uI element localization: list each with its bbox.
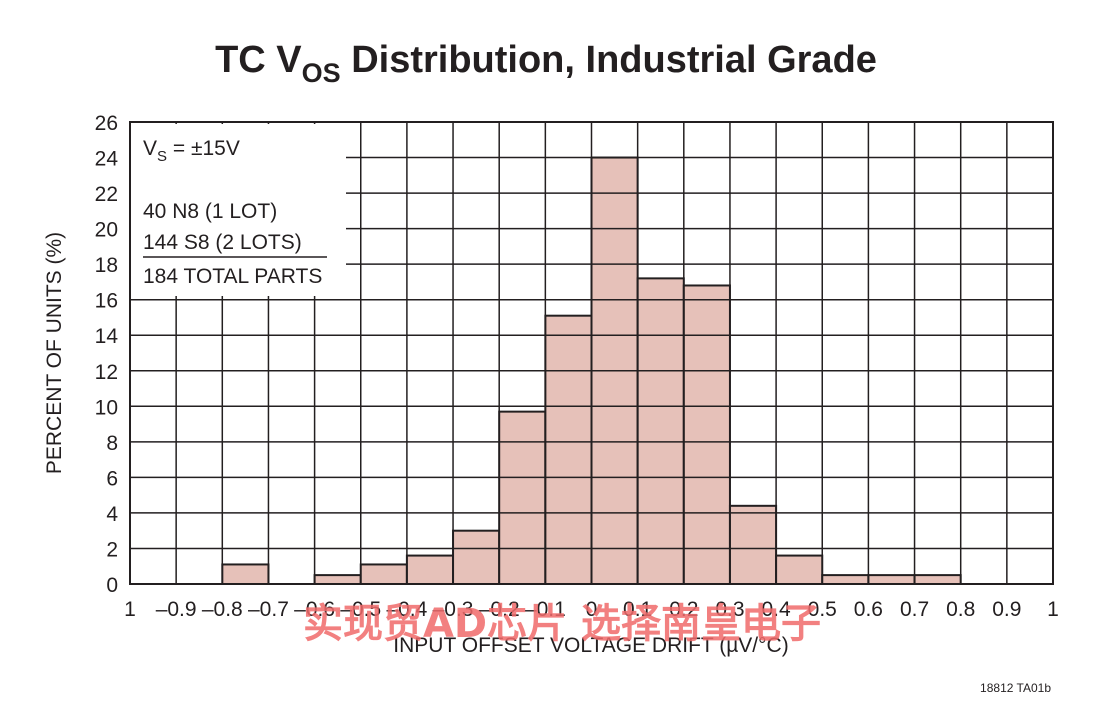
histogram-bar	[405, 554, 455, 585]
x-tick-label: –0.3	[433, 598, 474, 621]
histogram-bar	[913, 574, 962, 585]
y-tick-label: 6	[106, 467, 118, 490]
x-tick-label: –0.6	[294, 598, 335, 621]
watermark-text: 实现贸AD芯片 选择南皇电子	[303, 601, 821, 647]
histogram-bar	[682, 284, 731, 585]
x-tick-labels: 1 –0.9 –0.8 –0.7 –0.6 –0.5 –0.4 –0.3 –0.2 –0.1 0 0.…	[124, 598, 1059, 621]
y-tick-label: 18	[95, 254, 118, 277]
y-tick-label: 22	[95, 183, 118, 206]
x-tick-label: 0.4	[761, 598, 791, 621]
x-tick-label: 0.9	[992, 598, 1021, 621]
y-tick-label: 16	[95, 290, 118, 313]
histogram-bar	[544, 314, 593, 585]
x-tick-label: 1	[1047, 598, 1059, 621]
figure-code: 18812 TA01b	[980, 681, 1051, 695]
x-tick-label: –0.7	[248, 598, 289, 621]
x-tick-label: 0.1	[623, 598, 652, 621]
y-axis-label: PERCENT OF UNITS (%)	[43, 232, 66, 474]
histogram-bar	[775, 554, 824, 585]
histogram-bar	[821, 574, 870, 585]
x-tick-label: –0.5	[340, 598, 381, 621]
x-tick-label: 0.7	[900, 598, 929, 621]
histogram-bar	[452, 529, 501, 586]
annotation-line-2: 144 S8 (2 LOTS)	[143, 231, 302, 254]
histogram-bar	[867, 574, 916, 585]
plot-frame	[129, 121, 1054, 585]
x-tick-label: –0.8	[202, 598, 243, 621]
x-tick-label: 1	[124, 598, 136, 621]
histogram-bar	[221, 563, 270, 586]
histogram-bar	[636, 277, 685, 585]
x-tick-label: 0.3	[715, 598, 744, 621]
x-tick-label: –0.2	[479, 598, 520, 621]
histogram-bar	[498, 410, 547, 585]
x-tick-label: 0.2	[669, 598, 698, 621]
y-tick-label: 24	[95, 148, 119, 171]
chart-title-rest: Distribution, Industrial Grade	[341, 39, 877, 81]
y-tick-label: 14	[95, 325, 119, 348]
x-tick-label: 0	[586, 598, 598, 621]
x-axis-label: INPUT OFFSET VOLTAGE DRIFT (µV/°C)	[393, 634, 788, 657]
histogram-bar	[359, 563, 408, 586]
annotation-supply: VS = ±15V	[143, 137, 240, 165]
chart-title: TC VOS Distribution, Industrial Grade	[215, 39, 877, 88]
histogram-bar	[728, 504, 778, 586]
y-tick-label: 0	[106, 574, 118, 597]
chart-title-main: TC V	[215, 39, 302, 81]
y-tick-label: 8	[106, 432, 118, 455]
y-tick-label: 10	[95, 396, 118, 419]
x-tick-label: 0.8	[946, 598, 975, 621]
x-tick-label: 0.5	[808, 598, 837, 621]
annotation-line-3: 184 TOTAL PARTS	[143, 265, 322, 288]
y-tick-label: 20	[95, 219, 118, 242]
histogram-bar	[313, 574, 362, 585]
y-tick-label: 26	[95, 112, 118, 135]
x-tick-label: –0.9	[156, 598, 197, 621]
x-tick-label: 0.6	[854, 598, 883, 621]
annotation-supply-rest: = ±15V	[167, 137, 240, 160]
y-tick-label: 2	[106, 538, 118, 561]
y-tick-label: 4	[106, 503, 118, 526]
chart-title-subscript: OS	[302, 58, 341, 88]
y-tick-label: 12	[95, 361, 118, 384]
x-tick-label: –0.4	[386, 598, 427, 621]
annotation-supply-v: V	[143, 137, 157, 160]
x-tick-label: –0.1	[525, 598, 566, 621]
annotation-box	[130, 124, 346, 296]
annotation-supply-sub: S	[157, 148, 167, 165]
annotation-line-1: 40 N8 (1 LOT)	[143, 200, 277, 223]
